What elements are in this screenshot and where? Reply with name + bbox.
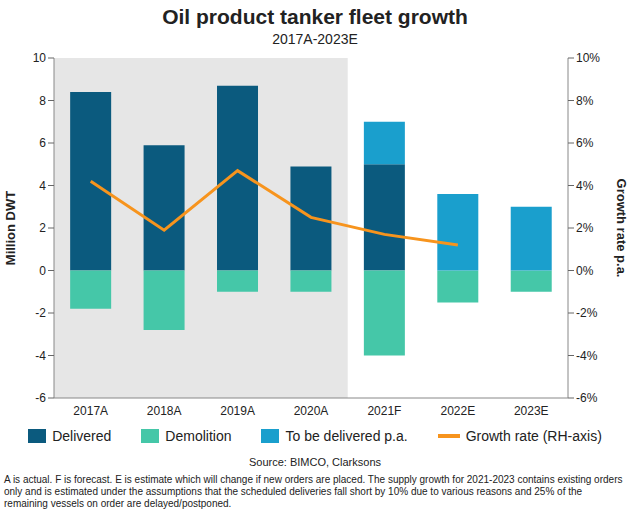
html-text:Demolition: Demolition [165,428,232,444]
svg-text:-4%: -4% [576,349,598,363]
svg-text:8: 8 [39,94,46,108]
svg-text:0: 0 [39,264,46,278]
svg-text:10%: 10% [576,51,600,65]
svg-text:6%: 6% [576,136,594,150]
html-text:Source: BIMCO, Clarksons: Source: BIMCO, Clarksons [249,456,381,468]
svg-text:2021F: 2021F [367,404,401,418]
svg-text:2023E: 2023E [514,404,549,418]
svg-text:-2: -2 [35,306,46,320]
svg-text:4: 4 [39,179,46,193]
html-text:2017A-2023E: 2017A-2023E [272,31,358,47]
svg-text:8%: 8% [576,94,594,108]
svg-text:10: 10 [33,51,47,65]
svg-text:Million DWT: Million DWT [8,191,18,265]
svg-text:2017A: 2017A [73,404,108,418]
svg-text:2019A: 2019A [220,404,255,418]
svg-text:-6: -6 [35,391,46,405]
html-text:Growth rate (RH-axis): Growth rate (RH-axis) [465,428,602,444]
html-text:Oil product tanker fleet growt: Oil product tanker fleet growth [162,5,468,28]
html-text:A is actual. F is forecast. E: A is actual. F is forecast. E is estimat… [4,474,623,509]
svg-text:2020A: 2020A [294,404,329,418]
svg-text:6: 6 [39,136,46,150]
html-text:To be delivered p.a.: To be delivered p.a. [285,428,408,444]
svg-text:-4: -4 [35,349,46,363]
html-text:Delivered: Delivered [52,428,112,444]
svg-text:2022E: 2022E [441,404,476,418]
svg-text:0%: 0% [576,264,594,278]
svg-text:2018A: 2018A [147,404,182,418]
svg-text:Growth rate p.a.: Growth rate p.a. [614,179,622,278]
svg-text:4%: 4% [576,179,594,193]
svg-text:2%: 2% [576,221,594,235]
svg-text:-6%: -6% [576,391,598,405]
svg-text:2: 2 [39,221,46,235]
svg-text:-2%: -2% [576,306,598,320]
